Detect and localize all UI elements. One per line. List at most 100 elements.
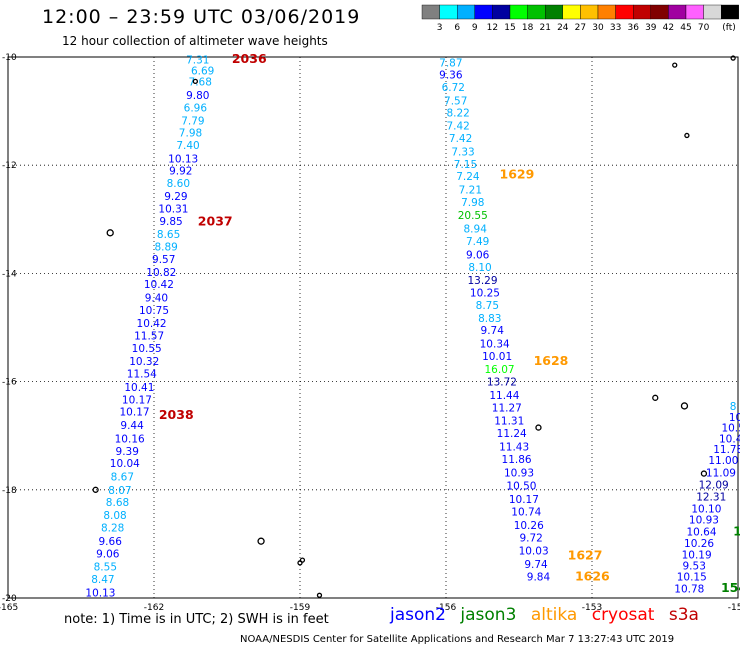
- wave-height-value: 11.27: [492, 403, 522, 415]
- x-tick-label: -162: [144, 603, 164, 613]
- wave-height-value: 9.36: [439, 69, 463, 81]
- island-outline: [680, 402, 689, 410]
- wave-height-value: 11.86: [502, 454, 532, 466]
- wave-height-value: 11.00: [708, 455, 738, 467]
- chart-title: 12:00 – 23:59 UTC 03/06/2019: [42, 6, 361, 28]
- pass-time-label: 2037: [198, 213, 233, 228]
- colorbar-label: 27: [575, 23, 586, 33]
- wave-height-value: 8.94: [464, 223, 488, 235]
- wave-height-value: 6.96: [184, 102, 208, 114]
- colorbar-label: 36: [627, 23, 639, 33]
- x-tick-label: -156: [436, 603, 457, 613]
- wave-height-value: 6.72: [442, 82, 465, 94]
- legend-altika: altika: [530, 605, 578, 625]
- pass-time-label: 15: [733, 523, 740, 538]
- wave-height-value: 10.5: [721, 423, 740, 435]
- wave-height-value: 9.57: [152, 254, 175, 266]
- wave-height-value: 9.80: [186, 90, 209, 102]
- colorbar-label: 12: [487, 23, 498, 33]
- wave-height-value: 10.34: [480, 339, 510, 351]
- wave-height-value: 7.98: [179, 128, 202, 140]
- wave-height-value: 11.78: [713, 444, 740, 456]
- wave-height-value: 7.57: [444, 95, 467, 107]
- colorbar-label: 9: [472, 23, 478, 33]
- wave-height-value: 9.92: [169, 166, 192, 178]
- wave-height-value: 9.06: [466, 249, 490, 261]
- wave-height-value: 10.25: [470, 287, 500, 299]
- wave-height-value: 10.10: [691, 504, 721, 516]
- x-tick-label: -150: [728, 603, 740, 613]
- y-tick-label: -14: [2, 269, 17, 279]
- island-outline: [92, 486, 99, 493]
- island-outline: [684, 132, 690, 139]
- footer-credit: NOAA/NESDIS Center for Satellite Applica…: [240, 634, 675, 645]
- wave-height-value: 8.55: [94, 562, 117, 574]
- colorbar-label: 3: [437, 23, 443, 33]
- island-outline: [192, 78, 199, 84]
- wave-height-value: 10.55: [132, 343, 162, 355]
- chart-subtitle: 12 hour collection of altimeter wave hei…: [62, 34, 328, 48]
- wave-height-value: 9.44: [120, 420, 144, 432]
- wave-height-value: 10.26: [684, 538, 714, 550]
- wave-height-value: 10.82: [146, 267, 176, 279]
- wave-height-value: 10.42: [144, 279, 174, 291]
- wave-height-value: 12.09: [699, 479, 729, 491]
- pass-time-label: 2038: [159, 407, 194, 422]
- wave-height-value: 10.93: [504, 467, 534, 479]
- wave-height-value: 10.17: [509, 494, 539, 506]
- wave-height-value: 11.54: [127, 368, 157, 380]
- wave-height-value: 7.42: [446, 121, 469, 133]
- pass-time-label: 1547: [721, 580, 740, 595]
- wave-height-value: 7.21: [459, 185, 482, 197]
- colorbar-label: 30: [592, 23, 604, 33]
- wave-height-value: 10.19: [682, 550, 712, 562]
- wave-height-value: 8.28: [101, 523, 124, 535]
- wave-height-value: 6.69: [191, 66, 214, 78]
- wave-height-value: 10.03: [519, 545, 549, 557]
- wave-height-value: 8.75: [476, 300, 499, 312]
- pass-time-label: 1626: [575, 568, 610, 583]
- wave-height-value: 10.16: [115, 433, 145, 445]
- wave-height-value: 8: [730, 401, 737, 413]
- y-tick-label: -16: [2, 378, 17, 388]
- wave-height-value: 8.10: [468, 262, 491, 274]
- island-outline: [316, 592, 323, 598]
- time-unit-note: note: 1) Time is in UTC; 2) SWH is in fe…: [64, 612, 329, 627]
- legend-s3a: s3a: [668, 605, 699, 625]
- island-outline: [535, 424, 542, 431]
- wave-height-value: 10.01: [482, 351, 512, 363]
- wave-height-value: 11.09: [706, 467, 736, 479]
- wave-height-value: 9.53: [683, 561, 706, 573]
- wave-height-value: 7.40: [176, 140, 199, 152]
- wave-height-value: 9.74: [481, 325, 505, 337]
- pass-time-label: 1629: [500, 166, 535, 181]
- colorbar-label: 18: [522, 23, 534, 33]
- colorbar-label: 70: [698, 23, 710, 33]
- wave-height-value: 7.98: [461, 197, 484, 209]
- colorbar-label: 24: [557, 23, 569, 33]
- colorbar-unit: (ft): [722, 23, 736, 33]
- legend-cryosat: cryosat: [591, 605, 655, 625]
- wave-height-value: 7.31: [186, 55, 209, 67]
- wave-height-value: 7.15: [454, 159, 477, 171]
- pass-time-label: 2036: [232, 51, 267, 66]
- colorbar-swatch: [721, 4, 740, 20]
- wave-height-value: 10.50: [506, 480, 536, 492]
- wave-height-value: 10.78: [674, 583, 704, 595]
- colorbar-label: 33: [610, 23, 621, 33]
- colorbar-label: 39: [645, 23, 657, 33]
- wave-height-value: 10.4: [719, 433, 740, 445]
- y-tick-label: -20: [2, 594, 17, 604]
- pass-time-label: 1628: [534, 353, 569, 368]
- satellite-legend: jason2 jason3 altika cryosat s3a: [390, 605, 708, 625]
- wave-height-value: 10.75: [139, 305, 169, 317]
- wave-height-value: 10.26: [514, 520, 544, 532]
- wave-height-value: 10.17: [122, 394, 152, 406]
- island-outline: [652, 394, 659, 401]
- wave-height-value: 13.29: [467, 275, 497, 287]
- colorbar-label: 21: [539, 23, 550, 33]
- wave-height-value: 7.49: [466, 236, 489, 248]
- x-tick-label: -159: [290, 603, 311, 613]
- island-outline: [672, 62, 678, 68]
